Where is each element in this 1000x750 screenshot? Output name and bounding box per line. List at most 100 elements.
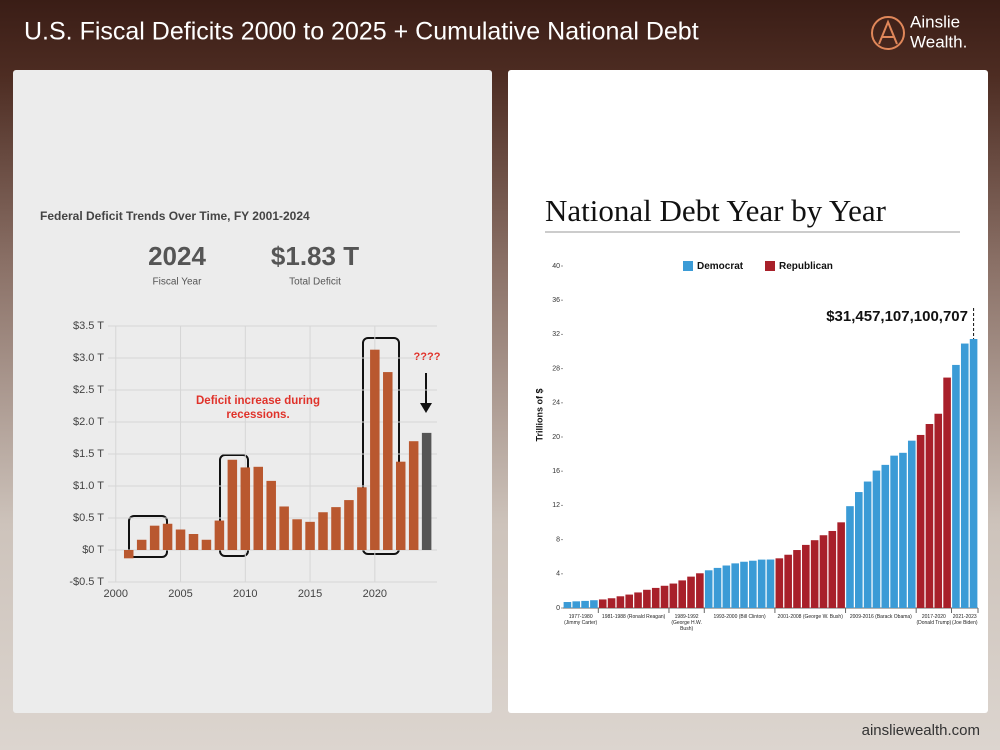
y-tick-label: $0.5 T: [73, 512, 104, 524]
bar: [318, 512, 328, 550]
highlight-box: [128, 515, 168, 558]
x-tick-label: 2015: [298, 588, 322, 600]
y-tick-label: -$0.5 T: [69, 576, 104, 588]
bar: [201, 539, 212, 550]
bar: [855, 492, 863, 608]
bar: [357, 487, 367, 550]
legend-swatch: [765, 261, 775, 271]
x-group-label: 1977-1980 (Jimmy Carter): [564, 614, 598, 626]
bar: [383, 372, 393, 550]
y-tick-label: $3.5 T: [73, 320, 104, 332]
bar: [678, 580, 686, 608]
bar: [149, 525, 160, 550]
y-tick-label: 0: [556, 605, 560, 612]
y-tick-label: 16: [552, 468, 560, 475]
bar: [344, 500, 354, 550]
bar: [960, 343, 969, 608]
bar: [775, 558, 784, 608]
bar: [731, 563, 739, 608]
y-tick-label: 28: [552, 365, 560, 372]
bar: [214, 520, 225, 550]
x-group-label: 2001-2008 (George W. Bush): [777, 614, 843, 620]
x-tick-label: 2020: [363, 588, 387, 600]
logo-bottom: Wealth.: [910, 32, 967, 51]
bar: [943, 377, 951, 608]
bar: [837, 522, 845, 608]
bar: [643, 589, 651, 608]
bar: [969, 339, 978, 608]
y-tick-label: $3.0 T: [73, 352, 104, 364]
x-tick-label: 2010: [233, 588, 257, 600]
footer: ainsliewealth.com: [862, 722, 980, 739]
y-tick-label: $0 T: [82, 544, 104, 556]
stat-value: $1.83 T: [271, 241, 359, 271]
bar: [331, 507, 341, 550]
legend-label: Democrat: [697, 261, 744, 272]
bar: [408, 441, 419, 550]
x-tick-label: 2005: [168, 588, 192, 600]
bar: [395, 461, 406, 550]
bar: [370, 349, 380, 550]
bar: [952, 364, 960, 608]
y-tick-label: 40: [552, 263, 560, 270]
y-tick-label: $1.5 T: [73, 448, 104, 460]
y-axis-label: Trillions of $: [534, 388, 544, 441]
bar: [916, 434, 925, 608]
stat-value: 2024: [148, 241, 206, 271]
annotation: Deficit increase during recessions.: [196, 395, 320, 421]
arrow-head: [420, 403, 432, 413]
bar: [846, 506, 854, 608]
bar: [872, 470, 881, 608]
bar: [687, 576, 695, 608]
bar: [704, 570, 713, 608]
bar: [563, 602, 572, 608]
bar: [616, 596, 625, 608]
bar: [227, 459, 238, 550]
highlight-box: [362, 337, 400, 555]
x-group-label: 2021-2023 (Joe Biden): [951, 614, 978, 626]
legend-label: Republican: [779, 261, 833, 272]
chart-title: Federal Deficit Trends Over Time, FY 200…: [40, 209, 310, 223]
bar: [696, 573, 704, 608]
x-group-label: 2009-2016 (Barack Obama): [849, 614, 912, 620]
bar: [305, 521, 315, 550]
x-group-label: 2017-2020 (Donald Trump): [916, 614, 952, 626]
bar: [266, 480, 276, 550]
bar: [421, 432, 432, 550]
bar: [925, 424, 934, 608]
bar: [279, 506, 289, 550]
x-group-label: 1993-2000 (Bill Clinton): [713, 614, 766, 620]
annotation: $31,457,107,100,707: [826, 308, 968, 325]
bar: [625, 594, 634, 608]
slide-title: U.S. Fiscal Deficits 2000 to 2025 + Cumu…: [24, 18, 699, 46]
bar: [253, 466, 264, 550]
y-tick-label: $1.0 T: [73, 480, 104, 492]
y-tick-label: 12: [552, 502, 560, 509]
x-group-label: 1989-1992 (George H.W. Bush): [671, 614, 702, 632]
bar: [934, 413, 943, 608]
bar: [881, 464, 890, 608]
bar: [890, 455, 898, 608]
bar: [828, 530, 837, 608]
y-tick-label: 4: [556, 571, 560, 578]
bar: [572, 601, 581, 608]
bar: [188, 534, 199, 550]
bar: [907, 440, 916, 608]
bar: [175, 529, 186, 550]
x-tick-label: 2000: [104, 588, 128, 600]
bar: [802, 544, 810, 608]
y-tick-label: 32: [552, 331, 560, 338]
bar: [757, 559, 766, 608]
y-tick-label: 36: [552, 297, 560, 304]
bar: [607, 598, 616, 608]
bar: [669, 583, 678, 608]
y-tick-label: 8: [556, 536, 560, 543]
legend-swatch: [683, 261, 693, 271]
bar: [766, 559, 775, 608]
bar: [651, 587, 660, 608]
y-tick-label: $2.0 T: [73, 416, 104, 428]
logo-icon: [871, 16, 905, 50]
stat-label: Total Deficit: [289, 277, 341, 288]
